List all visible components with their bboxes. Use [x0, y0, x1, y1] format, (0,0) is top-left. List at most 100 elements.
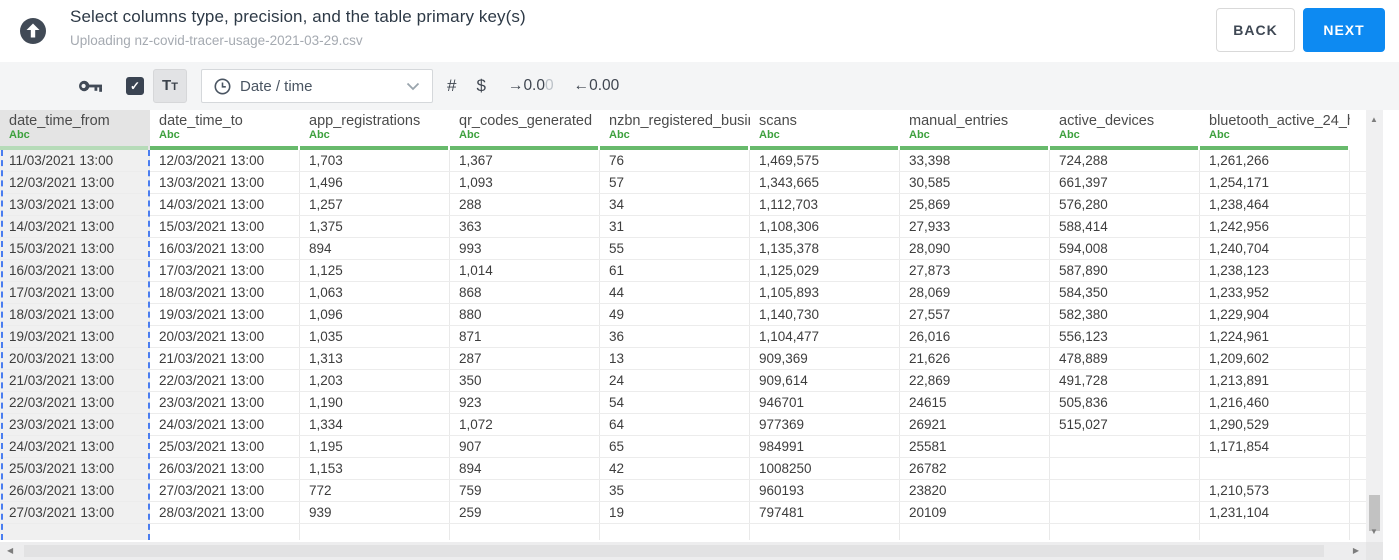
- column-type-badge: Abc: [459, 129, 480, 141]
- table-cell: 21/03/2021 13:00: [150, 348, 300, 369]
- table-row: 25/03/2021 13:00 26/03/2021 13:00 1,153 894…: [0, 458, 1366, 480]
- table-cell: 65: [600, 436, 750, 457]
- select-column-checkbox[interactable]: ✓: [126, 77, 144, 95]
- column-header-bluetooth_active_24_hr_[interactable]: bluetooth_active_24_hr_Abc: [1200, 110, 1350, 150]
- horizontal-scrollbar[interactable]: ◀ ▶: [0, 542, 1366, 560]
- column-header-manual_entries[interactable]: manual_entries Abc: [900, 110, 1050, 150]
- text-type-label: T: [162, 77, 172, 94]
- chevron-down-icon: [406, 82, 420, 90]
- table-cell: 20109: [900, 502, 1050, 523]
- table-cell: 13: [600, 348, 750, 369]
- table-cell: 594,008: [1050, 238, 1200, 259]
- text-type-button[interactable]: TT: [153, 69, 187, 103]
- table-cell: 259: [450, 502, 600, 523]
- table-cell: 1,190: [300, 392, 450, 413]
- table-cell: 491,728: [1050, 370, 1200, 391]
- vertical-scrollbar-thumb[interactable]: [1369, 495, 1380, 531]
- scroll-down-arrow-icon[interactable]: ▼: [1370, 527, 1378, 536]
- scroll-left-arrow-icon[interactable]: ◀: [7, 546, 14, 555]
- row-filler: [1350, 502, 1366, 523]
- table-cell: 505,836: [1050, 392, 1200, 413]
- table-cell: 42: [600, 458, 750, 479]
- table-row: 24/03/2021 13:00 25/03/2021 13:00 1,195 907…: [0, 436, 1366, 458]
- scroll-right-arrow-icon[interactable]: ▶: [1352, 546, 1359, 555]
- table-row: 17/03/2021 13:00 18/03/2021 13:00 1,063 868…: [0, 282, 1366, 304]
- table-cell: 1,140,730: [750, 304, 900, 325]
- column-header-nzbn_registered_busine[interactable]: nzbn_registered_busine Abc: [600, 110, 750, 150]
- table-cell: 1,096: [300, 304, 450, 325]
- table-cell: 960193: [750, 480, 900, 501]
- table-cell: 22,869: [900, 370, 1050, 391]
- table-cell: 946701: [750, 392, 900, 413]
- table-cell: 19: [600, 502, 750, 523]
- column-header-qr_codes_generated[interactable]: qr_codes_generated Abc: [450, 110, 600, 150]
- column-header-app_registrations[interactable]: app_registrations Abc: [300, 110, 450, 150]
- column-type-bar: [600, 146, 748, 150]
- table-cell: 724,288: [1050, 150, 1200, 171]
- column-type-toolbar: ✓ TT Date / time # $ →0.00 ←0.00: [0, 62, 1399, 110]
- table-body: 11/03/2021 13:00 12/03/2021 13:00 1,703 1,3…: [0, 150, 1366, 540]
- table-cell: [1200, 458, 1350, 479]
- table-cell: 24615: [900, 392, 1050, 413]
- table-cell: 22/03/2021 13:00: [150, 370, 300, 391]
- row-filler: [1350, 282, 1366, 303]
- decrease-decimal-button[interactable]: ←0.00: [574, 77, 620, 95]
- table-cell: 1,233,952: [1200, 282, 1350, 303]
- column-name: qr_codes_generated: [459, 113, 593, 129]
- vertical-scrollbar[interactable]: ▲ ▼: [1366, 110, 1383, 542]
- table-cell: 27,873: [900, 260, 1050, 281]
- table-cell: 21,626: [900, 348, 1050, 369]
- number-type-button[interactable]: #: [447, 76, 457, 95]
- next-button[interactable]: NEXT: [1303, 8, 1385, 52]
- currency-type-button[interactable]: $: [476, 76, 486, 95]
- scrollbar-corner: [1366, 542, 1383, 560]
- table-cell: 556,123: [1050, 326, 1200, 347]
- table-cell: [1050, 480, 1200, 501]
- column-name: manual_entries: [909, 113, 1009, 129]
- column-type-dropdown[interactable]: Date / time: [201, 69, 433, 103]
- table-row: 19/03/2021 13:00 20/03/2021 13:00 1,035 871…: [0, 326, 1366, 348]
- table-cell: 287: [450, 348, 600, 369]
- page-subtitle: Uploading nz-covid-tracer-usage-2021-03-…: [70, 33, 363, 48]
- row-filler: [1350, 260, 1366, 281]
- column-name: scans: [759, 113, 797, 129]
- table-cell: 76: [600, 150, 750, 171]
- column-header-active_devices[interactable]: active_devices Abc: [1050, 110, 1200, 150]
- table-cell: 26782: [900, 458, 1050, 479]
- page-title: Select columns type, precision, and the …: [70, 7, 526, 26]
- table-cell: 759: [450, 480, 600, 501]
- table-cell: 909,614: [750, 370, 900, 391]
- table-cell: 28,090: [900, 238, 1050, 259]
- header-bar: Select columns type, precision, and the …: [0, 0, 1399, 62]
- table-cell: 923: [450, 392, 600, 413]
- column-type-bar: [0, 146, 148, 150]
- table-cell: 1,290,529: [1200, 414, 1350, 435]
- column-type-bar: [150, 146, 298, 150]
- back-button[interactable]: BACK: [1216, 8, 1295, 52]
- column-header-date_time_to[interactable]: date_time_to Abc: [150, 110, 300, 150]
- table-cell: 1,035: [300, 326, 450, 347]
- table-cell: 22/03/2021 13:00: [0, 392, 150, 413]
- table-cell: 515,027: [1050, 414, 1200, 435]
- table-cell: 1,063: [300, 282, 450, 303]
- column-header-date_time_from[interactable]: date_time_from Abc: [0, 110, 150, 150]
- table-cell: 587,890: [1050, 260, 1200, 281]
- table-cell: 36: [600, 326, 750, 347]
- table-cell: 1,240,704: [1200, 238, 1350, 259]
- table-cell: 1,093: [450, 172, 600, 193]
- primary-key-icon[interactable]: [78, 77, 104, 95]
- table-cell: 1,171,854: [1200, 436, 1350, 457]
- table-cell: 28,069: [900, 282, 1050, 303]
- horizontal-scrollbar-thumb[interactable]: [24, 545, 1324, 557]
- table-cell: 15/03/2021 13:00: [150, 216, 300, 237]
- table-cell: 17/03/2021 13:00: [150, 260, 300, 281]
- column-type-bar: [1200, 146, 1348, 150]
- table-cell: 1,125: [300, 260, 450, 281]
- table-cell: 20/03/2021 13:00: [150, 326, 300, 347]
- column-type-badge: Abc: [1059, 129, 1080, 141]
- increase-decimal-button[interactable]: →0.00: [508, 77, 554, 95]
- scroll-up-arrow-icon[interactable]: ▲: [1370, 115, 1378, 124]
- column-header-scans[interactable]: scans Abc: [750, 110, 900, 150]
- table-cell: 28/03/2021 13:00: [150, 502, 300, 523]
